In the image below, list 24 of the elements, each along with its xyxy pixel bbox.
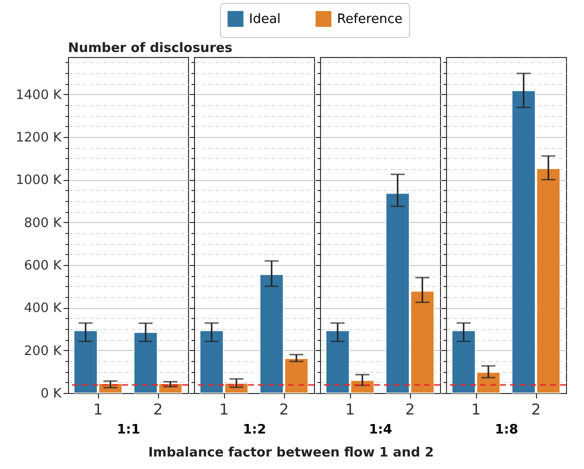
- x-axis-title: 1:2: [242, 422, 266, 438]
- y-tick-label: 600 K: [24, 258, 62, 274]
- y-tick-label: 0 K: [40, 386, 62, 402]
- x-tick-label: 2: [405, 400, 415, 418]
- y-tick-label: 1000 K: [16, 173, 62, 188]
- legend-label: Reference: [337, 12, 402, 27]
- y-tick-label: 1400 K: [16, 88, 62, 103]
- x-tick-label: 1: [345, 400, 355, 418]
- x-axis-title: 1:4: [368, 422, 392, 438]
- x-tick-label: 2: [279, 400, 289, 418]
- x-tick-label: 1: [471, 400, 481, 418]
- text: Imbalance factor between flow 1 and 2: [148, 446, 434, 460]
- legend-label: Ideal: [249, 12, 281, 27]
- y-tick-label: 800 K: [24, 216, 62, 231]
- y-tick-label: 1200 K: [16, 130, 62, 146]
- x-tick-label: 2: [531, 400, 541, 418]
- y-tick-label: 400 K: [24, 301, 62, 316]
- x-axis-title: 1:8: [494, 422, 518, 438]
- x-tick-label: 2: [153, 400, 163, 418]
- x-axis-title: 1:1: [116, 422, 140, 438]
- x-tick-label: 1: [93, 400, 103, 418]
- y-axis-title: Number of disclosures: [68, 41, 233, 56]
- x-tick-label: 1: [219, 400, 229, 418]
- y-tick-label: 200 K: [24, 344, 62, 359]
